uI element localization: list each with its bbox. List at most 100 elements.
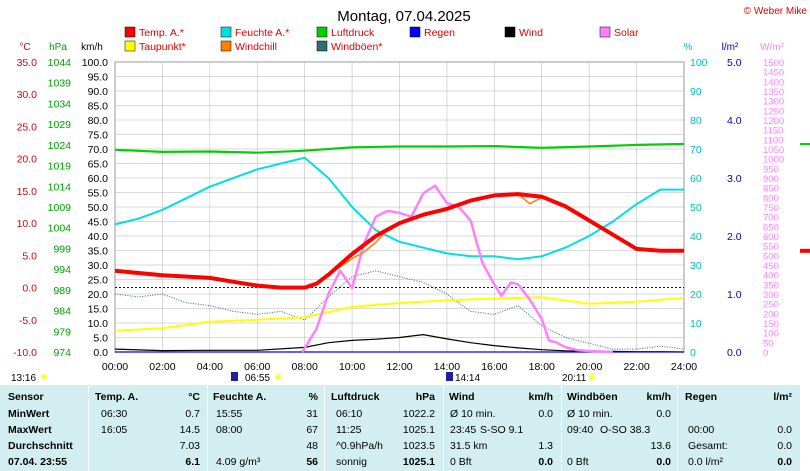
- wind-tick-label: 90.0: [88, 86, 109, 98]
- x-tick-label: 16:00: [481, 361, 507, 373]
- temp-value: 0.7: [185, 408, 200, 420]
- table-column-divider: [88, 385, 89, 471]
- temp-tick-label: 5.0: [22, 250, 37, 262]
- solar-tick-label: 0: [763, 348, 768, 359]
- press-tick-label: 1039: [48, 78, 72, 90]
- solar-tick-label: 1100: [763, 135, 783, 146]
- wind-tick-label: 55.0: [88, 188, 109, 200]
- solar-tick-label: 250: [763, 300, 779, 311]
- table-header-press-unit: hPa: [415, 391, 435, 403]
- transit-icon: [446, 372, 453, 381]
- press-tick-label: 1044: [48, 57, 72, 69]
- rain-tick-label: 2.0: [727, 231, 742, 243]
- press-tick-label: 1029: [48, 119, 72, 131]
- hum-time: 08:00: [216, 424, 243, 436]
- table-header-wind-unit: km/h: [528, 391, 553, 403]
- wind-tick-label: 75.0: [88, 130, 109, 142]
- press-tick-label: 984: [53, 306, 71, 318]
- wind-tick-label: 25.0: [88, 275, 109, 287]
- wind-tick-label: 65.0: [88, 159, 109, 171]
- legend-label: Taupunkt*: [139, 41, 186, 53]
- sunrise-time: 06:55: [245, 373, 270, 384]
- hum-value: 56: [306, 456, 318, 468]
- legend-swatch: [599, 26, 611, 38]
- wind-tick-label: 5.0: [93, 333, 108, 345]
- gust-time: 09:40: [567, 424, 594, 436]
- solar-tick-label: 1200: [763, 116, 784, 127]
- legend-label: Regen: [424, 27, 455, 39]
- solar-tick-label: 1400: [763, 77, 784, 88]
- chart-title: Montag, 07.04.2025: [337, 8, 470, 25]
- table-row-label: MinWert: [8, 408, 50, 420]
- legend-swatch: [316, 40, 328, 52]
- solar-tick-label: 200: [763, 309, 779, 320]
- hum-value: 67: [306, 424, 318, 436]
- temp-tick-label: 15.0: [17, 186, 38, 198]
- table-column-divider: [207, 385, 208, 471]
- legend-swatch: [409, 26, 421, 38]
- press-tick-label: 1009: [48, 202, 72, 214]
- solar-tick-label: 1350: [763, 87, 784, 98]
- temp-value: 14.5: [179, 424, 200, 436]
- solar-tick-label: 100: [763, 329, 779, 340]
- table-column-divider: [561, 385, 562, 471]
- sun-markers: 13:16 06:55 14:14 20:11: [11, 372, 595, 384]
- wind-value: 1.3: [538, 440, 553, 452]
- temp-tick-label: 30.0: [17, 89, 38, 101]
- hum-tick-label: 0: [690, 347, 696, 359]
- hum-time: 15:55: [216, 408, 243, 420]
- wind-tick-label: 30.0: [88, 260, 109, 272]
- hum-tick-label: 40: [690, 231, 702, 243]
- weather-chart: Montag, 07.04.2025 © Weber Mike Temp. A.…: [11, 6, 810, 384]
- temp-time: 16:05: [101, 424, 128, 436]
- press-value: 1025.1: [402, 424, 435, 436]
- temp-tick-label: 35.0: [17, 57, 38, 69]
- press-tick-label: 974: [53, 347, 71, 359]
- hum-time: 4.09 g/m³: [216, 456, 261, 468]
- sunset-icon: [589, 374, 595, 380]
- legend-swatch: [504, 26, 516, 38]
- wind-time: 23:45: [450, 424, 477, 436]
- table-column-divider: [324, 385, 325, 471]
- solar-tick-label: 900: [763, 174, 779, 185]
- hum-tick-label: 70: [690, 144, 702, 156]
- rain-axis-unit: l/m²: [722, 42, 739, 53]
- rain-tick-label: 3.0: [727, 173, 742, 185]
- wind-tick-label: 50.0: [88, 202, 109, 214]
- temp-tick-label: 0.0: [22, 283, 37, 295]
- rain-time: 0.0 l/m²: [688, 456, 724, 468]
- legend-swatch: [124, 26, 136, 38]
- hum-value: 48: [306, 440, 318, 452]
- legend-swatch: [124, 40, 136, 52]
- wind-value: 0.0: [538, 408, 553, 420]
- table-header-wind: Wind: [449, 391, 475, 403]
- hum-tick-label: 30: [690, 260, 702, 272]
- table-header-gust: Windböen: [567, 391, 618, 403]
- sunrise-icon: [231, 372, 238, 381]
- solar-tick-label: 1250: [763, 106, 784, 117]
- table-column-divider: [677, 385, 678, 471]
- solar-tick-label: 600: [763, 232, 779, 243]
- press-value: 1025.1: [402, 456, 435, 468]
- solar-tick-label: 750: [763, 203, 779, 214]
- press-axis-unit: hPa: [49, 42, 67, 53]
- wind-value: 0.0: [538, 456, 553, 468]
- legend-label: Windböen*: [331, 41, 382, 53]
- hum-tick-label: 10: [690, 318, 702, 330]
- hum-value: 31: [306, 408, 318, 420]
- x-tick-label: 02:00: [149, 361, 175, 373]
- press-time: sonnig: [336, 456, 367, 468]
- x-tick-label: 14:00: [434, 361, 460, 373]
- axis-ticks: 35.0 30.0 25.0 20.0 15.0 10.0 5.0 0.0 -5.0 -10.0 1…: [13, 57, 784, 373]
- table-header-sensor: Sensor: [8, 391, 44, 403]
- rain-value: 0.0: [777, 440, 792, 452]
- press-tick-label: 1004: [48, 223, 72, 235]
- legend-label: Temp. A.*: [139, 27, 184, 39]
- temp-tick-label: -10.0: [13, 347, 37, 359]
- legend-label: Luftdruck: [331, 27, 375, 39]
- press-time: 11:25: [336, 424, 362, 436]
- press-tick-label: 1034: [48, 98, 72, 110]
- table-column-divider: [443, 385, 444, 471]
- hum-tick-label: 90: [690, 86, 702, 98]
- x-tick-label: 10:00: [339, 361, 365, 373]
